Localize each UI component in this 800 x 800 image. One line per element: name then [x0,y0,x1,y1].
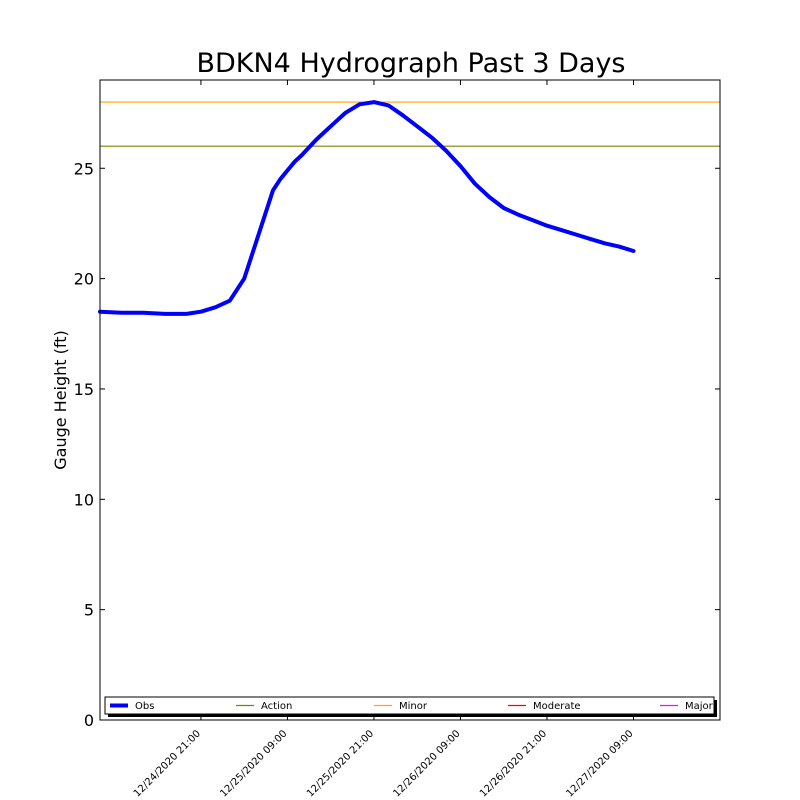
y-tick-label: 5 [84,601,94,620]
legend-label-action: Action [261,701,292,712]
y-tick-label: 25 [74,159,94,178]
x-axis-ticks: 12/24/2020 21:00 12/25/2020 09:00 12/25/20… [132,80,636,800]
legend-box [104,696,715,715]
x-tick-label: 12/27/2020 09:00 [564,728,635,799]
plot-frame [99,79,721,721]
y-tick-label: 0 [84,711,94,730]
y-tick-label: 10 [74,490,94,509]
y-axis-ticks: 0 5 10 15 20 25 [74,159,720,730]
series-line-obs [98,100,636,316]
plot-area [98,100,720,316]
x-tick-label: 12/25/2020 21:00 [305,728,376,799]
legend-label-moderate: Moderate [533,701,581,712]
legend-label-major: Major [685,701,714,712]
legend-label-obs: Obs [135,701,154,712]
y-tick-label: 20 [74,270,94,289]
legend-label-minor: Minor [399,701,428,712]
y-axis-label: Gauge Height (ft) [51,330,70,470]
x-tick-label: 12/24/2020 21:00 [132,728,203,799]
x-tick-label: 12/25/2020 09:00 [218,728,289,799]
legend: Obs Action Minor Moderate Major [104,696,717,717]
y-tick-label: 15 [74,380,94,399]
x-tick-label: 12/26/2020 09:00 [391,728,462,799]
chart-title: BDKN4 Hydrograph Past 3 Days [196,48,625,79]
x-tick-label: 12/26/2020 21:00 [478,728,549,799]
